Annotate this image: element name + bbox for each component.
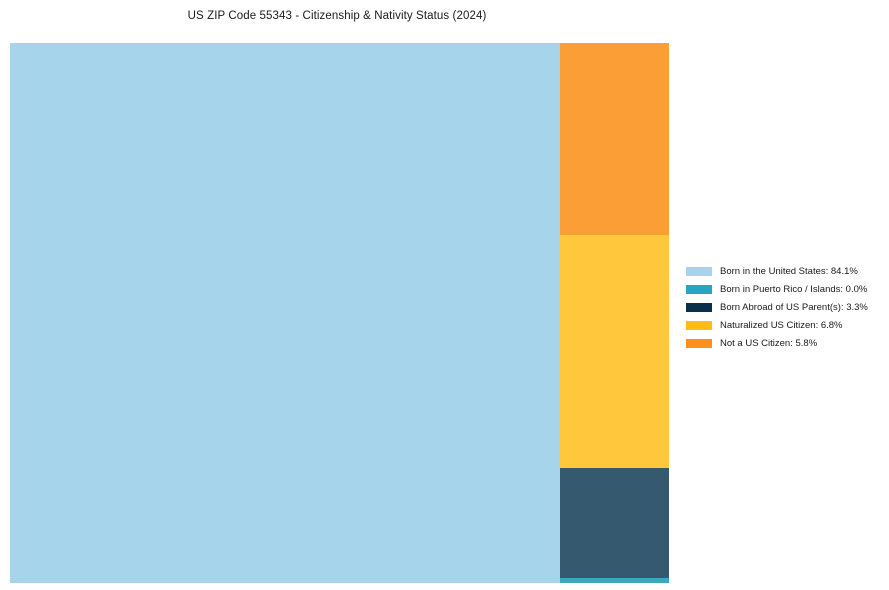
page-title: US ZIP Code 55343 - Citizenship & Nativi… [187,10,487,22]
treemap-tile[interactable]: Naturalized US Citizen [560,235,669,468]
treemap-tile[interactable]: Born Abroad of US Parent(s) [560,468,669,578]
legend-color-swatch-icon [686,266,712,276]
legend-color-swatch-icon [686,302,712,312]
legend-color-swatch-icon [686,284,712,294]
legend-color-swatch-icon [686,338,712,348]
legend-color-swatch-icon [686,320,712,330]
treemap-tile[interactable]: Born in Puerto Rico / Islands [560,578,669,583]
chart-legend: Born in the United States: 84.1% Born in … [686,262,882,352]
legend-item[interactable]: Naturalized US Citizen: 6.8% [686,316,882,334]
legend-item-label: Born in Puerto Rico / Islands: 0.0% [720,283,868,295]
treemap-tile[interactable]: Not a US Citizen [560,43,669,235]
legend-item[interactable]: Born Abroad of US Parent(s): 3.3% [686,298,882,316]
legend-item-label: Not a US Citizen: 5.8% [720,337,818,349]
treemap-tile[interactable]: Born in the United States [10,43,560,583]
legend-item-label: Born in the United States: 84.1% [720,265,858,277]
treemap-plot-area: Born in the United StatesNot a US Citize… [10,43,669,583]
legend-item[interactable]: Born in the United States: 84.1% [686,262,882,280]
legend-item-label: Born Abroad of US Parent(s): 3.3% [720,301,868,313]
legend-item[interactable]: Born in Puerto Rico / Islands: 0.0% [686,280,882,298]
legend-item[interactable]: Not a US Citizen: 5.8% [686,334,882,352]
legend-item-label: Naturalized US Citizen: 6.8% [720,319,843,331]
